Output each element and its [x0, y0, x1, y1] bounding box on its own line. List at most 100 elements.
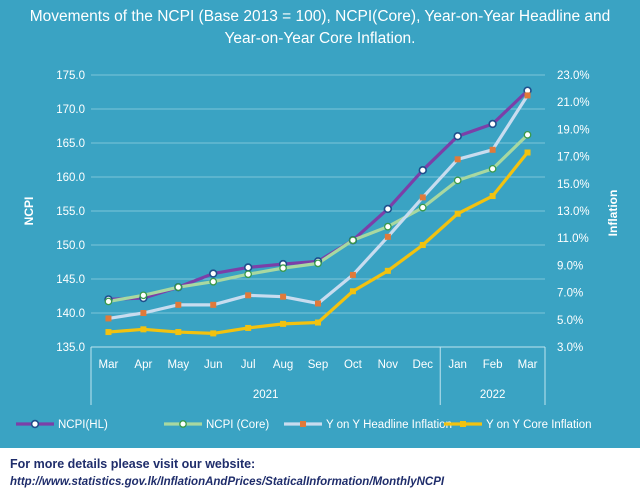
legend-layer: NCPI(HL) NCPI (Core) Y on Y Headline Infla… — [16, 419, 592, 431]
data-point — [418, 203, 427, 212]
legend-marker — [179, 420, 187, 428]
data-point — [315, 319, 321, 326]
data-point — [140, 326, 147, 333]
left-tick-label: 145.0 — [56, 274, 85, 286]
right-tick-label: 11.0% — [557, 233, 589, 245]
data-point — [488, 164, 497, 173]
data-point — [453, 132, 462, 141]
data-point — [105, 315, 112, 322]
data-point — [280, 320, 287, 327]
data-point — [105, 329, 112, 336]
data-point — [383, 222, 392, 231]
x-tick-label: Jul — [241, 359, 256, 371]
data-point — [453, 176, 462, 185]
data-point — [209, 269, 218, 278]
data-point — [524, 149, 531, 156]
data-point — [175, 329, 182, 336]
data-point — [419, 242, 426, 248]
data-point — [349, 288, 356, 295]
left-axis-title: NCPI — [22, 197, 36, 226]
data-point — [245, 292, 252, 299]
right-tick-label: 21.0% — [557, 97, 590, 109]
data-point — [454, 210, 461, 217]
chart-title-line-1: Movements of the NCPI (Base 2013 = 100),… — [29, 8, 611, 25]
left-tick-label: 135.0 — [56, 342, 85, 354]
chart-title: Movements of the NCPI (Base 2013 = 100),… — [0, 6, 640, 50]
data-point — [384, 233, 391, 240]
left-tick-label: 155.0 — [56, 206, 85, 218]
legend-label: NCPI(HL) — [58, 419, 108, 431]
data-point — [175, 301, 182, 308]
legend-label: Y on Y Headline Inflation — [326, 419, 452, 431]
data-point — [523, 130, 532, 139]
x-tick-label: Sep — [308, 359, 328, 371]
chart-svg: 135.0 140.0 145.0 150.0 155.0 160.0 165.0 170.0… — [16, 70, 620, 431]
footer-note: For more details please visit our websit… — [10, 457, 256, 471]
data-point — [104, 297, 113, 306]
data-point — [140, 310, 147, 316]
data-point — [489, 146, 496, 153]
x-tick-label: Oct — [344, 359, 363, 371]
data-point — [243, 263, 253, 272]
data-point — [349, 271, 356, 278]
right-tick-label: 5.0% — [557, 315, 583, 327]
x-tick-label: Jan — [448, 359, 467, 371]
data-point — [245, 324, 252, 331]
footer: For more details please visit our websit… — [0, 448, 640, 494]
series-line-3 — [106, 93, 530, 321]
x-tick-label: Apr — [134, 359, 152, 371]
x-tick-label: Mar — [99, 359, 119, 371]
data-point — [244, 270, 253, 279]
data-point — [210, 301, 217, 308]
left-tick-label: 175.0 — [56, 70, 85, 82]
x-tick-label: Dec — [413, 359, 434, 371]
data-point — [315, 300, 321, 307]
left-tick-label: 150.0 — [56, 240, 85, 252]
data-point — [174, 283, 183, 292]
left-tick-label: 140.0 — [56, 308, 85, 320]
data-point — [384, 267, 391, 274]
data-point — [279, 264, 287, 272]
right-tick-label: 23.0% — [557, 70, 590, 82]
right-tick-label: 7.0% — [557, 288, 583, 300]
data-point — [314, 259, 322, 268]
legend-label: Y on Y Core Inflation — [486, 419, 592, 431]
right-tick-label: 15.0% — [557, 179, 590, 191]
data-point — [454, 156, 461, 163]
data-point — [418, 166, 427, 175]
left-tick-label: 160.0 — [56, 172, 85, 184]
footer-website-link[interactable]: http://www.statistics.gov.lk/InflationAn… — [10, 476, 445, 488]
series-layer — [104, 86, 532, 337]
x-tick-label: Aug — [273, 359, 293, 371]
right-tick-label: 13.0% — [557, 206, 590, 218]
chart-panel: Movements of the NCPI (Base 2013 = 100),… — [0, 0, 640, 448]
legend-marker — [460, 421, 466, 427]
data-point — [209, 277, 218, 286]
left-tick-label: 165.0 — [56, 138, 85, 150]
right-tick-label: 9.0% — [557, 260, 583, 272]
x-tick-label: May — [167, 359, 189, 371]
chart-title-line-2: Year-on-Year Core Inflation. — [224, 30, 416, 47]
x-tick-label: Nov — [378, 359, 399, 371]
year-label: 2022 — [480, 389, 506, 401]
data-point — [139, 291, 148, 300]
right-tick-label: 17.0% — [557, 152, 590, 164]
legend-marker — [300, 421, 306, 427]
data-point — [383, 204, 393, 214]
legend-marker — [30, 419, 40, 429]
data-point — [489, 193, 496, 200]
x-tick-label: Jun — [204, 359, 223, 371]
right-tick-label: 19.0% — [557, 124, 590, 136]
year-label: 2021 — [253, 389, 279, 401]
data-point — [280, 293, 287, 300]
series-line-2 — [106, 133, 530, 304]
axis-layer: 135.0 140.0 145.0 150.0 155.0 160.0 165.0 170.0… — [22, 70, 620, 405]
data-point — [210, 330, 217, 337]
data-point — [349, 236, 357, 245]
left-tick-label: 170.0 — [56, 104, 85, 116]
data-point — [419, 194, 426, 201]
right-tick-label: 3.0% — [557, 342, 583, 354]
data-point — [524, 92, 531, 99]
data-point — [488, 119, 497, 129]
x-tick-label: Mar — [518, 359, 538, 371]
